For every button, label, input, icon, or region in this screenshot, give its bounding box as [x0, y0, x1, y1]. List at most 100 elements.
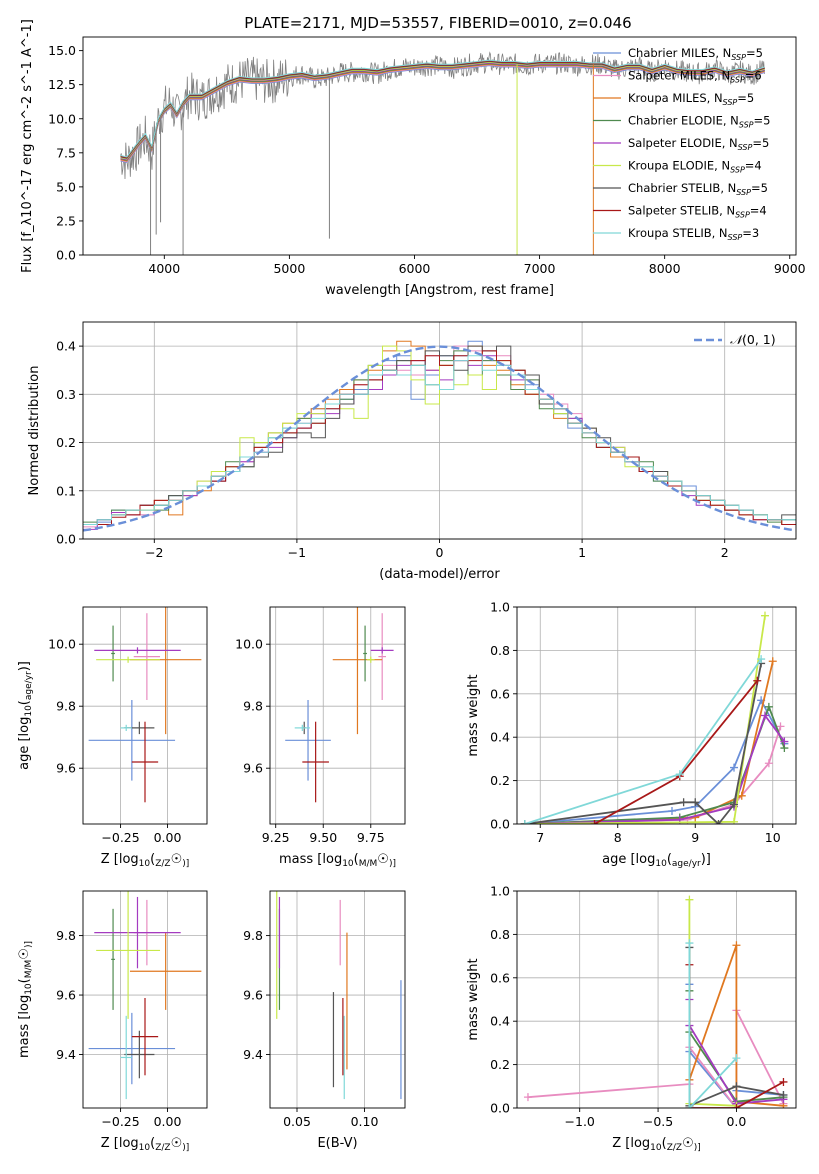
- weight_vs_Z-marker-8-0: [685, 939, 694, 948]
- spectrum-legend-label-6: Chabrier STELIB, NSSP=5: [628, 181, 768, 197]
- weight_vs_age-marker-6-1: [679, 798, 688, 807]
- weight_vs_Z-xtick-label-1: −0.5: [643, 1114, 673, 1129]
- spectrum-legend-label-5: Kroupa ELODIE, NSSP=4: [628, 159, 762, 175]
- mass_vs_Z-ylabel: mass [log10(M/M☉)]: [17, 941, 34, 1058]
- spectrum-xtick-label-2: 6000: [399, 261, 431, 276]
- residuals-ytick-label-4: 0.4: [56, 339, 76, 354]
- age_vs_Z-plot-area: [88, 607, 202, 803]
- residuals-gaussian-curve: [83, 345, 796, 532]
- age_vs_mass-xtick-label-2: 9.75: [357, 830, 385, 845]
- age_vs_mass-ytick-label-2: 10.0: [235, 637, 263, 652]
- spectrum-ytick-label-3: 7.5: [56, 145, 76, 160]
- spectrum-legend-label-4: Salpeter ELODIE, NSSP=5: [628, 136, 769, 152]
- weight_vs_age-xtick-label-0: 7: [536, 830, 544, 845]
- mass_vs_ebv-xtick-label-1: 0.10: [351, 1114, 379, 1129]
- spectrum-ytick-label-4: 10.0: [48, 111, 76, 126]
- weight_vs_Z-marker-8-2: [732, 1054, 741, 1063]
- residuals-plot-area: [83, 340, 796, 532]
- weight_vs_age-plot-area: [520, 611, 789, 824]
- weight_vs_Z-ytick-label-4: 0.8: [490, 927, 510, 942]
- spectrum-ytick-label-2: 5.0: [56, 179, 76, 194]
- weight_vs_Z-ylabel: mass weight: [466, 958, 481, 1040]
- weight_vs_Z-frame: [516, 890, 797, 1109]
- weight_vs_age-ytick-label-5: 1.0: [490, 600, 510, 615]
- residuals-xtick-label-2: 0: [436, 545, 444, 560]
- age_vs_mass-ytick-label-1: 9.8: [243, 699, 263, 714]
- spectrum-ytick-label-0: 0.0: [56, 248, 76, 263]
- age_vs_mass-xtick-label-1: 9.50: [309, 830, 337, 845]
- age_vs_Z-ylabel: age [log10(age/yr)]: [17, 661, 34, 770]
- weight_vs_age-marker-4-3: [761, 711, 769, 720]
- weight_vs_Z-ytick-label-5: 1.0: [490, 884, 510, 899]
- spectrum-legend-label-2: Kroupa MILES, NSSP=5: [628, 91, 754, 107]
- weight_vs_Z-xlabel: Z [log10(Z/Z☉)]: [612, 1136, 701, 1153]
- mass_vs_ebv-ytick-label-0: 9.4: [243, 1047, 263, 1062]
- residuals-xtick-label-0: −2: [145, 545, 163, 560]
- spectrum-legend-label-0: Chabrier MILES, NSSP=5: [628, 46, 763, 62]
- weight_vs_Z-marker-6-2: [732, 1082, 741, 1091]
- spectrum-legend-label-3: Chabrier ELODIE, NSSP=5: [628, 114, 770, 130]
- weight_vs_age-ytick-label-0: 0.0: [490, 817, 510, 832]
- weight_vs_age-marker-5-2: [761, 611, 769, 620]
- weight_vs_age-line-8: [524, 658, 762, 824]
- weight_vs_age-marker-2-2: [737, 791, 746, 800]
- spectrum-ylabel: Flux [f_λ10^-17 erg cm^-2 s^-1 A^-1]: [20, 19, 35, 273]
- spectrum-xtick-label-5: 9000: [774, 261, 806, 276]
- residuals-ytick-label-2: 0.2: [56, 435, 76, 450]
- weight_vs_age-marker-6-3: [714, 820, 723, 824]
- spectrum-panel: 4000 5000 6000 7000 8000 9000 0.0 2.5 5.0 7.5 10.0…: [20, 19, 806, 298]
- weight_vs_Z-ytick-label-2: 0.4: [490, 1014, 510, 1029]
- weight_vs_age-line-6: [524, 663, 762, 824]
- residuals-xtick-label-4: 2: [721, 545, 729, 560]
- residuals-panel: −2 −1 0 1 2 0.0 0.1 0.2 0.3 0.4 (data-model)/error…: [27, 321, 797, 582]
- spectrum-frame: [82, 36, 797, 256]
- weight_vs_Z-line-5: [688, 899, 737, 1107]
- weight_vs_Z-marker-1-0: [523, 1093, 532, 1102]
- weight_vs_age-ytick-label-4: 0.8: [490, 643, 510, 658]
- weight_vs_Z-xtick-label-0: −1.0: [565, 1114, 595, 1129]
- weight_vs_Z-line-2: [688, 945, 784, 1107]
- weight_vs_age-ylabel: mass weight: [466, 674, 481, 756]
- mass_vs_ebv-frame: [269, 890, 406, 1109]
- spectrum-legend-label-8: Kroupa STELIB, NSSP=3: [628, 226, 759, 242]
- mass_vs_ebv-plot-area: [276, 891, 402, 1100]
- weight_vs_age-marker-3-3: [764, 702, 773, 711]
- residuals-xtick-label-3: 1: [578, 545, 586, 560]
- residuals-legend-label: 𝒩(0, 1): [730, 332, 776, 347]
- mass_vs_Z-ytick-label-2: 9.8: [56, 928, 76, 943]
- weight_vs_age-line-0: [524, 698, 786, 824]
- residuals-ylabel: Normed distribution: [27, 366, 42, 496]
- spectrum-model-line-8: [120, 59, 765, 158]
- weight_vs_Z-ytick-label-0: 0.0: [490, 1101, 510, 1116]
- age_vs_mass-ytick-label-0: 9.6: [243, 761, 263, 776]
- weight_vs_age-marker-6-4: [730, 800, 738, 809]
- weight_vs_age-xtick-label-1: 8: [614, 830, 622, 845]
- residuals-ytick-label-0: 0.0: [56, 532, 76, 547]
- mass_vs_Z-plot-area: [88, 891, 202, 1100]
- weight_vs_age-marker-6-2: [691, 798, 700, 807]
- spectrum-plot-area: [120, 51, 765, 255]
- age_vs_Z-xlabel: Z [log10(Z/Z☉)]: [101, 852, 190, 869]
- weight_vs_age-marker-8-2: [757, 655, 766, 664]
- weight_vs_age-ytick-label-1: 0.2: [490, 773, 510, 788]
- age_vs_mass-xtick-label-0: 9.25: [262, 830, 290, 845]
- weight_vs_age-xtick-label-3: 10: [765, 830, 781, 845]
- age_vs_Z-frame: [82, 606, 208, 825]
- mass_vs_ebv-xlabel: E(B-V): [317, 1136, 357, 1151]
- age_vs_Z-xtick-label-0: −0.25: [101, 830, 139, 845]
- mass_vs_ebv-ytick-label-2: 9.8: [243, 928, 263, 943]
- spectrum-legend-label-1: Salpeter MILES, NSSP=6: [628, 69, 762, 85]
- age_vs_mass-xlabel: mass [log10(M/M☉)]: [279, 852, 396, 869]
- age_vs_Z-ytick-label-2: 10.0: [48, 637, 76, 652]
- weight_vs_age-frame: [516, 606, 797, 825]
- age_vs_Z-ytick-label-1: 9.8: [56, 699, 76, 714]
- mass_vs_Z-xtick-label-0: −0.25: [101, 1114, 139, 1129]
- weight_vs_Z-marker-5-0: [685, 895, 694, 904]
- weight_vs_Z-marker-7-2: [732, 1104, 741, 1108]
- residuals-ytick-label-1: 0.1: [56, 483, 76, 498]
- weight_vs_age-marker-0-3: [730, 763, 738, 772]
- age_vs_mass-frame: [269, 606, 406, 825]
- spectrum-ytick-label-1: 2.5: [56, 213, 76, 228]
- weight_vs_age-marker-7-0: [590, 820, 599, 824]
